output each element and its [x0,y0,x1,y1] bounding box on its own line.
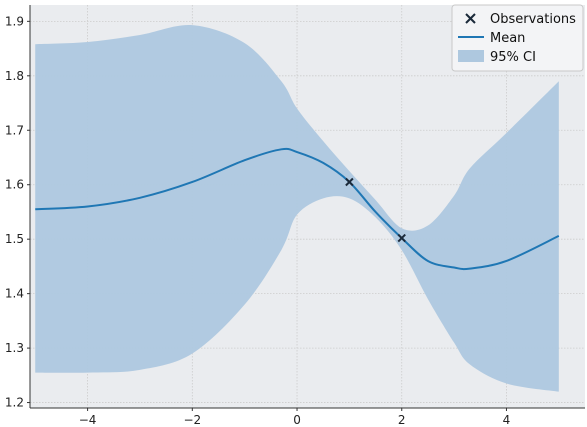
legend-ci-swatch [458,50,484,62]
x-tick-label: 2 [398,413,406,427]
axis-frame [29,5,585,409]
y-tick-label: 1.2 [5,396,24,410]
x-tick-label: −4 [79,413,97,427]
y-tick-label: 1.7 [5,123,24,137]
legend-ci-label: 95% CI [490,50,536,65]
y-tick-label: 1.6 [5,178,24,192]
ci-band [35,25,559,392]
legend-observations-marker [465,13,476,24]
y-axis-ticks: 1.2 1.3 1.4 1.5 1.6 1.7 1.8 1.9 [5,14,30,410]
x-tick-label: 4 [503,413,511,427]
y-tick-label: 1.8 [5,69,24,83]
y-tick-label: 1.4 [5,287,24,301]
observation-marker [397,233,406,243]
y-tick-label: 1.3 [5,341,24,355]
observation-markers [345,177,406,243]
x-tick-label: −2 [183,413,201,427]
y-tick-label: 1.5 [5,232,24,246]
legend-observations-label: Observations [490,12,576,27]
mean-line [35,147,560,271]
x-tick-label: 0 [293,413,301,427]
legend-box [451,4,584,72]
observation-marker [345,177,354,187]
legend: Observations Mean 95% CI [451,4,584,72]
y-tick-label: 1.9 [5,14,24,28]
x-axis-ticks: −4 −2 0 2 4 [79,408,511,427]
legend-mean-label: Mean [490,31,525,46]
